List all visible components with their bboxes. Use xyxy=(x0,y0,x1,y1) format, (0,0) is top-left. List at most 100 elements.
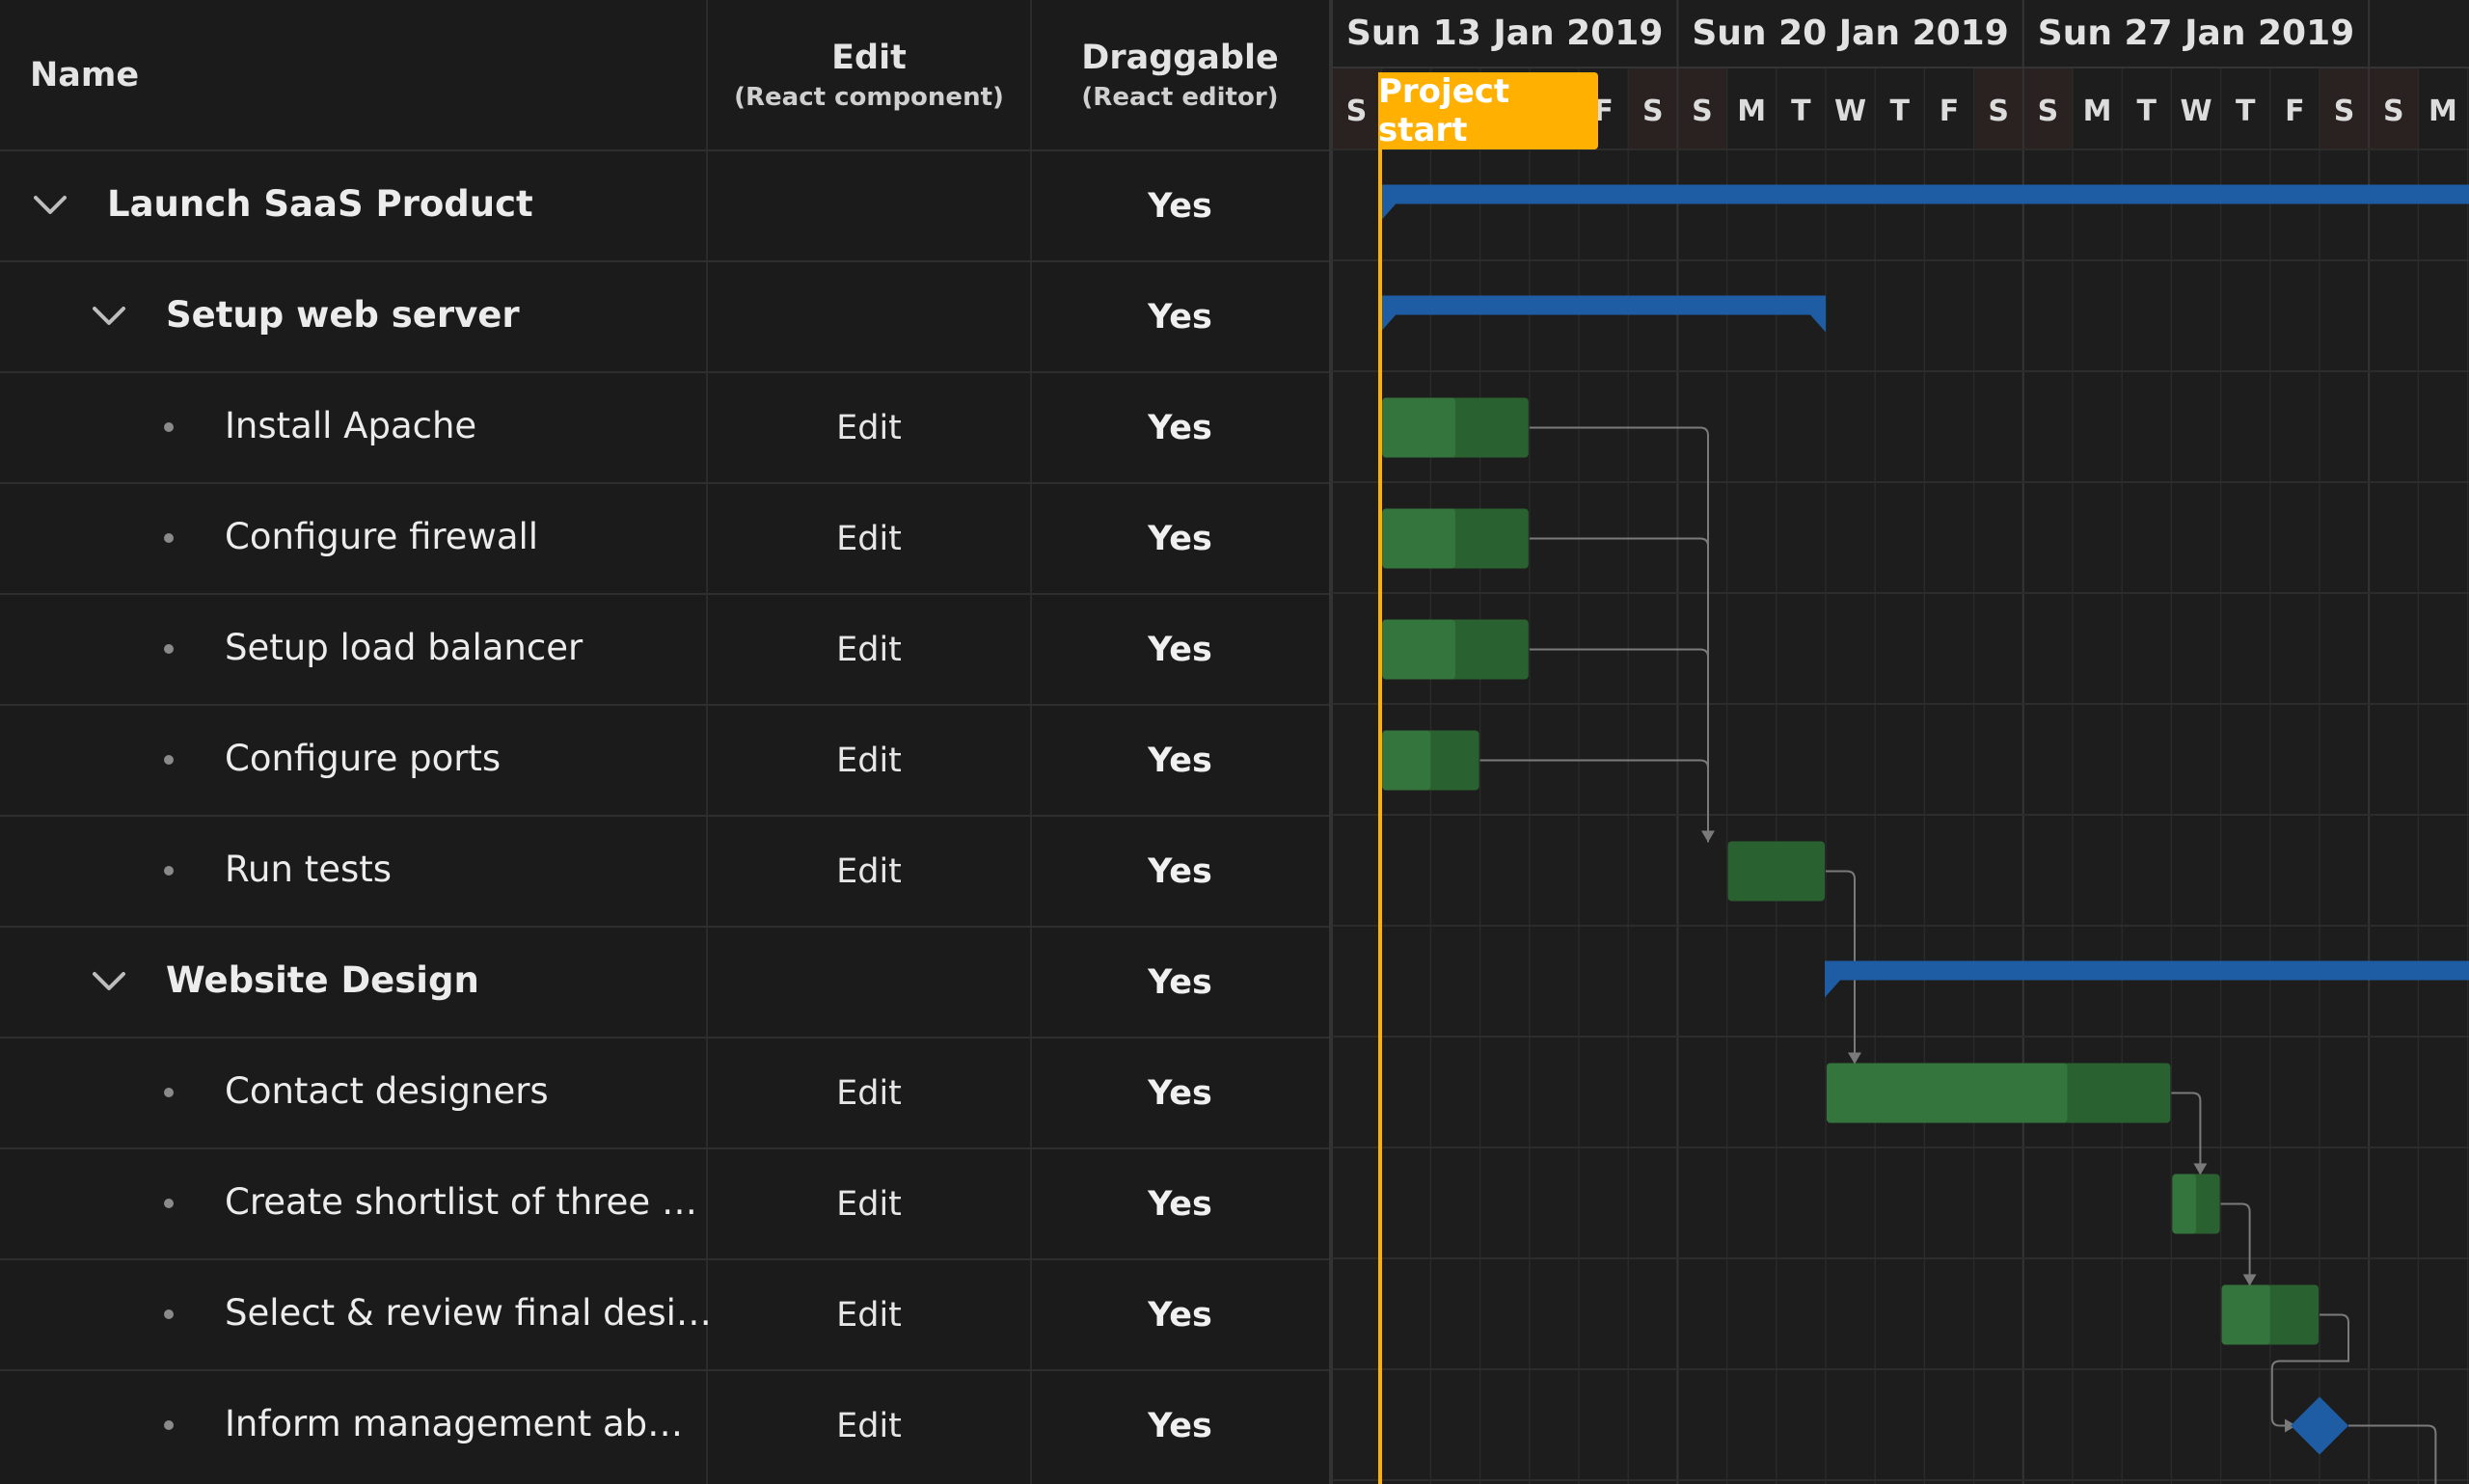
edit-cell[interactable] xyxy=(707,150,1031,261)
edit-link[interactable]: Edit xyxy=(836,1073,902,1113)
draggable-value: Yes xyxy=(1148,630,1212,669)
dependency-arrowhead xyxy=(1701,830,1715,843)
draggable-cell[interactable]: Yes xyxy=(1031,594,1329,705)
draggable-cell[interactable]: Yes xyxy=(1031,1148,1329,1259)
edit-link[interactable]: Edit xyxy=(836,851,902,891)
edit-link[interactable]: Edit xyxy=(836,408,902,447)
table-row[interactable]: Create shortlist of three … Edit Yes xyxy=(0,1148,1329,1259)
edit-cell[interactable]: Edit xyxy=(707,594,1031,705)
edit-cell[interactable]: Edit xyxy=(707,372,1031,483)
draggable-cell[interactable]: Yes xyxy=(1031,1259,1329,1370)
table-row[interactable]: Select & review final desi… Edit Yes xyxy=(0,1259,1329,1370)
dependency-line xyxy=(1529,537,1709,843)
table-row[interactable]: Install Apache Edit Yes xyxy=(0,372,1329,483)
dependency-line xyxy=(2171,1092,2202,1175)
task-progress xyxy=(1827,1063,2068,1123)
name-cell[interactable]: Run tests xyxy=(0,816,707,927)
name-cell[interactable]: Install Apache xyxy=(0,372,707,483)
edit-cell[interactable]: Edit xyxy=(707,705,1031,816)
week-label: Sun 27 Jan 2019 xyxy=(2037,13,2355,53)
table-row[interactable]: Launch SaaS Product Yes xyxy=(0,150,1329,261)
table-row[interactable]: Setup load balancer Edit Yes xyxy=(0,594,1329,705)
bullet-icon xyxy=(164,1420,174,1430)
draggable-cell[interactable]: Yes xyxy=(1031,372,1329,483)
edit-cell[interactable] xyxy=(707,927,1031,1038)
dependency-line xyxy=(1826,870,1856,1065)
name-cell[interactable]: Inform management ab… xyxy=(0,1370,707,1481)
table-row[interactable]: Contact designers Edit Yes xyxy=(0,1038,1329,1148)
day-label: S xyxy=(2333,94,2355,128)
draggable-cell[interactable]: Yes xyxy=(1031,816,1329,927)
edit-cell[interactable]: Edit xyxy=(707,1259,1031,1370)
task-grid: Name Edit (React component) Draggable (R… xyxy=(0,0,1329,1484)
edit-cell[interactable] xyxy=(707,261,1031,372)
edit-cell[interactable]: Edit xyxy=(707,483,1031,594)
name-cell[interactable]: Configure ports xyxy=(0,705,707,816)
name-cell[interactable]: Configure firewall xyxy=(0,483,707,594)
row-divider xyxy=(0,1369,1329,1371)
table-row[interactable]: Configure firewall Edit Yes xyxy=(0,483,1329,594)
row-divider xyxy=(0,260,1329,262)
bullet-icon xyxy=(164,1088,174,1097)
task-name: Select & review final desi… xyxy=(225,1292,712,1334)
draggable-cell[interactable]: Yes xyxy=(1031,150,1329,261)
table-row[interactable]: Configure ports Edit Yes xyxy=(0,705,1329,816)
dependency-line xyxy=(1529,648,1709,843)
row-divider xyxy=(0,1147,1329,1149)
edit-link[interactable]: Edit xyxy=(836,519,902,558)
task-progress xyxy=(1382,397,1455,458)
draggable-cell[interactable]: Yes xyxy=(1031,927,1329,1038)
table-row[interactable]: Website Design Yes xyxy=(0,927,1329,1038)
edit-link[interactable]: Edit xyxy=(836,1184,902,1224)
edit-cell[interactable]: Edit xyxy=(707,1148,1031,1259)
chevron-down-icon[interactable] xyxy=(91,963,127,1000)
column-header-draggable[interactable]: Draggable (React editor) xyxy=(1031,0,1329,149)
day-label: T xyxy=(2136,94,2157,128)
column-header-name[interactable]: Name xyxy=(0,0,707,149)
edit-link[interactable]: Edit xyxy=(836,1406,902,1445)
column-header-edit[interactable]: Edit (React component) xyxy=(707,0,1031,149)
name-cell[interactable]: Contact designers xyxy=(0,1038,707,1148)
day-label: M xyxy=(2082,94,2112,128)
bullet-icon xyxy=(164,422,174,432)
project-start-marker[interactable]: Project start xyxy=(1378,72,1598,149)
chevron-down-icon[interactable] xyxy=(91,298,127,335)
draggable-cell[interactable]: Yes xyxy=(1031,1370,1329,1481)
table-row[interactable]: Setup web server Yes xyxy=(0,261,1329,372)
day-label: W xyxy=(2180,94,2212,128)
name-cell[interactable]: Create shortlist of three … xyxy=(0,1148,707,1259)
day-label: F xyxy=(1593,94,1614,128)
task-name: Configure ports xyxy=(225,738,502,779)
row-divider xyxy=(0,371,1329,373)
day-label: S xyxy=(2037,94,2059,128)
edit-cell[interactable]: Edit xyxy=(707,1370,1031,1481)
draggable-value: Yes xyxy=(1148,1406,1212,1445)
name-cell[interactable]: Setup web server xyxy=(0,261,707,372)
edit-link[interactable]: Edit xyxy=(836,1295,902,1335)
edit-link[interactable]: Edit xyxy=(836,630,902,669)
name-cell[interactable]: Website Design xyxy=(0,927,707,1038)
draggable-cell[interactable]: Yes xyxy=(1031,705,1329,816)
name-cell[interactable]: Setup load balancer xyxy=(0,594,707,705)
name-cell[interactable]: Select & review final desi… xyxy=(0,1259,712,1370)
name-cell[interactable]: Launch SaaS Product xyxy=(0,150,707,261)
edit-cell[interactable]: Edit xyxy=(707,1038,1031,1148)
table-row[interactable]: Inform management ab… Edit Yes xyxy=(0,1370,1329,1481)
draggable-cell[interactable]: Yes xyxy=(1031,1038,1329,1148)
chevron-down-icon[interactable] xyxy=(32,187,68,224)
table-row[interactable]: Run tests Edit Yes xyxy=(0,816,1329,927)
summary-bar xyxy=(1825,960,2469,981)
column-header-draggable-subtitle: (React editor) xyxy=(1081,82,1279,112)
task-progress xyxy=(2172,1174,2196,1234)
bullet-icon xyxy=(164,1199,174,1208)
edit-cell[interactable]: Edit xyxy=(707,816,1031,927)
draggable-cell[interactable]: Yes xyxy=(1031,261,1329,372)
week-label: Sun 20 Jan 2019 xyxy=(1692,13,2009,53)
grid-splitter[interactable] xyxy=(1329,0,1332,1484)
task-name: Install Apache xyxy=(225,405,477,446)
day-label: F xyxy=(2285,94,2305,128)
draggable-cell[interactable]: Yes xyxy=(1031,483,1329,594)
day-label: F xyxy=(1939,94,1960,128)
edit-link[interactable]: Edit xyxy=(836,741,902,780)
dependency-arrowhead xyxy=(2242,1274,2257,1286)
